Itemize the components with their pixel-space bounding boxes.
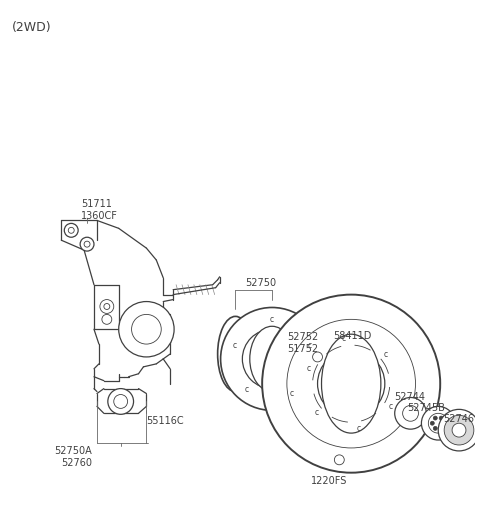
Text: c: c bbox=[270, 315, 274, 324]
Circle shape bbox=[439, 427, 443, 430]
Circle shape bbox=[318, 350, 385, 417]
Text: 51752: 51752 bbox=[287, 344, 318, 354]
Circle shape bbox=[452, 423, 466, 437]
Text: 52745B: 52745B bbox=[408, 403, 445, 414]
Text: c: c bbox=[244, 385, 249, 394]
Circle shape bbox=[438, 409, 480, 451]
Circle shape bbox=[68, 227, 74, 233]
Text: 52760: 52760 bbox=[61, 458, 92, 468]
Circle shape bbox=[433, 427, 437, 430]
Text: c: c bbox=[290, 389, 294, 398]
Circle shape bbox=[262, 295, 440, 473]
Ellipse shape bbox=[250, 326, 294, 391]
Circle shape bbox=[433, 416, 437, 420]
Text: 52744: 52744 bbox=[394, 391, 425, 402]
Circle shape bbox=[80, 237, 94, 251]
Ellipse shape bbox=[217, 317, 253, 391]
Text: 52746: 52746 bbox=[443, 414, 474, 425]
Circle shape bbox=[287, 319, 416, 448]
Circle shape bbox=[100, 299, 114, 313]
Text: c: c bbox=[306, 364, 311, 373]
Ellipse shape bbox=[225, 332, 246, 376]
Ellipse shape bbox=[322, 334, 381, 433]
Circle shape bbox=[242, 329, 302, 389]
Circle shape bbox=[312, 352, 323, 362]
Circle shape bbox=[431, 421, 434, 425]
Text: c: c bbox=[233, 341, 237, 350]
Circle shape bbox=[428, 413, 448, 433]
Circle shape bbox=[442, 421, 446, 425]
Circle shape bbox=[439, 416, 443, 420]
Text: 1220FS: 1220FS bbox=[311, 475, 348, 486]
Text: c: c bbox=[307, 341, 312, 350]
Text: 52750A: 52750A bbox=[54, 446, 92, 456]
Text: 51711: 51711 bbox=[81, 199, 112, 209]
Text: 52750: 52750 bbox=[245, 278, 276, 288]
Circle shape bbox=[335, 455, 344, 465]
Circle shape bbox=[104, 304, 110, 309]
Circle shape bbox=[108, 389, 133, 414]
Circle shape bbox=[403, 405, 419, 421]
Text: c: c bbox=[314, 408, 318, 417]
Text: c: c bbox=[341, 334, 345, 344]
Text: 1360CF: 1360CF bbox=[81, 211, 118, 221]
Text: c: c bbox=[388, 402, 393, 411]
Text: c: c bbox=[384, 350, 388, 359]
Circle shape bbox=[84, 241, 90, 247]
Text: 52752: 52752 bbox=[287, 332, 318, 342]
Text: (2WD): (2WD) bbox=[12, 21, 51, 34]
Circle shape bbox=[395, 398, 426, 429]
Text: 55116C: 55116C bbox=[146, 416, 184, 426]
Circle shape bbox=[64, 223, 78, 237]
Circle shape bbox=[119, 302, 174, 357]
Text: c: c bbox=[357, 424, 361, 433]
Circle shape bbox=[221, 307, 324, 411]
Circle shape bbox=[132, 315, 161, 344]
Circle shape bbox=[444, 415, 474, 445]
Circle shape bbox=[421, 406, 455, 440]
Circle shape bbox=[114, 394, 128, 408]
Circle shape bbox=[102, 315, 112, 324]
Text: 58411D: 58411D bbox=[334, 331, 372, 341]
